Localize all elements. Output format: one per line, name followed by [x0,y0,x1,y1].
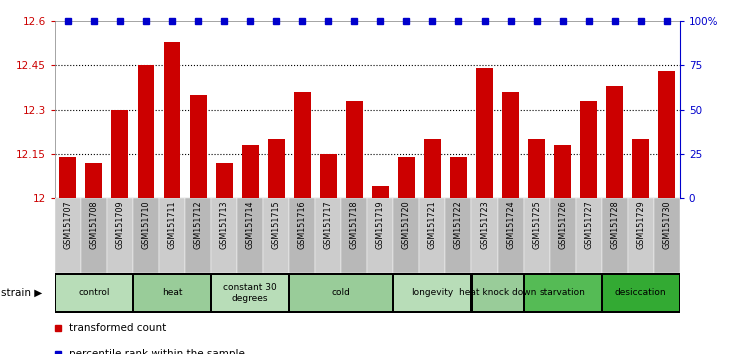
Bar [289,198,315,273]
Bar [341,198,367,273]
Bar [603,275,679,311]
Text: GSM151723: GSM151723 [480,200,489,249]
Bar [81,198,107,273]
Text: GSM151714: GSM151714 [246,200,254,249]
Text: GSM151707: GSM151707 [64,200,72,249]
Bar [395,275,471,311]
Bar [159,198,185,273]
Bar [367,198,393,273]
Bar [628,198,654,273]
Text: GSM151710: GSM151710 [142,200,151,249]
Text: GSM151724: GSM151724 [506,200,515,249]
Bar [237,198,263,273]
Text: transformed count: transformed count [69,323,166,333]
Bar [133,198,159,273]
Bar [471,198,498,273]
Bar [56,275,132,311]
Bar [55,198,81,273]
Bar [242,145,259,198]
Bar [502,92,519,198]
Text: GSM151727: GSM151727 [584,200,593,249]
Bar [189,95,207,198]
Bar [59,157,76,198]
Bar [398,157,415,198]
Bar [523,198,550,273]
Bar [216,163,232,198]
Bar [528,139,545,198]
Text: GSM151715: GSM151715 [272,200,281,249]
Text: GSM151718: GSM151718 [350,200,359,249]
Text: GSM151719: GSM151719 [376,200,385,249]
Bar [424,139,441,198]
Bar [263,198,289,273]
Bar [602,198,628,273]
Text: starvation: starvation [539,289,586,297]
Text: cold: cold [332,289,351,297]
Bar [445,198,471,273]
Bar [575,198,602,273]
Bar [137,65,154,198]
Text: GSM151711: GSM151711 [167,200,176,249]
Bar [111,110,129,198]
Bar [212,275,288,311]
Bar [290,275,393,311]
Bar [185,198,211,273]
Bar [268,139,284,198]
Text: GSM151708: GSM151708 [89,200,99,249]
Bar [550,198,575,273]
Bar [580,101,597,198]
Text: GSM151726: GSM151726 [558,200,567,249]
Bar [498,198,523,273]
Text: GSM151729: GSM151729 [636,200,645,249]
Bar [86,163,102,198]
Bar [632,139,649,198]
Bar [659,72,675,198]
Bar [420,198,445,273]
Bar [554,145,571,198]
Text: GSM151712: GSM151712 [194,200,202,249]
Text: desiccation: desiccation [615,289,667,297]
Bar [211,198,237,273]
Bar [472,275,523,311]
Bar [450,157,467,198]
Bar [164,42,181,198]
Text: control: control [78,289,110,297]
Bar [319,154,337,198]
Text: GSM151725: GSM151725 [532,200,541,249]
Bar [134,275,210,311]
Text: constant 30
degrees: constant 30 degrees [223,283,277,303]
Text: GSM151709: GSM151709 [115,200,124,249]
Bar [476,68,493,198]
Text: GSM151730: GSM151730 [662,200,671,249]
Text: GSM151721: GSM151721 [428,200,437,249]
Text: GSM151728: GSM151728 [610,200,619,249]
Text: GSM151722: GSM151722 [454,200,463,249]
Bar [294,92,311,198]
Text: strain ▶: strain ▶ [1,288,42,298]
Bar [315,198,341,273]
Bar [654,198,680,273]
Text: heat knock down: heat knock down [459,289,537,297]
Text: longevity: longevity [412,289,453,297]
Bar [107,198,133,273]
Text: heat: heat [162,289,182,297]
Bar [393,198,420,273]
Text: GSM151717: GSM151717 [324,200,333,249]
Text: GSM151713: GSM151713 [219,200,229,249]
Bar [372,187,389,198]
Bar [525,275,601,311]
Text: GSM151720: GSM151720 [402,200,411,249]
Bar [346,101,363,198]
Text: percentile rank within the sample: percentile rank within the sample [69,349,244,354]
Text: GSM151716: GSM151716 [298,200,307,249]
Bar [606,86,624,198]
